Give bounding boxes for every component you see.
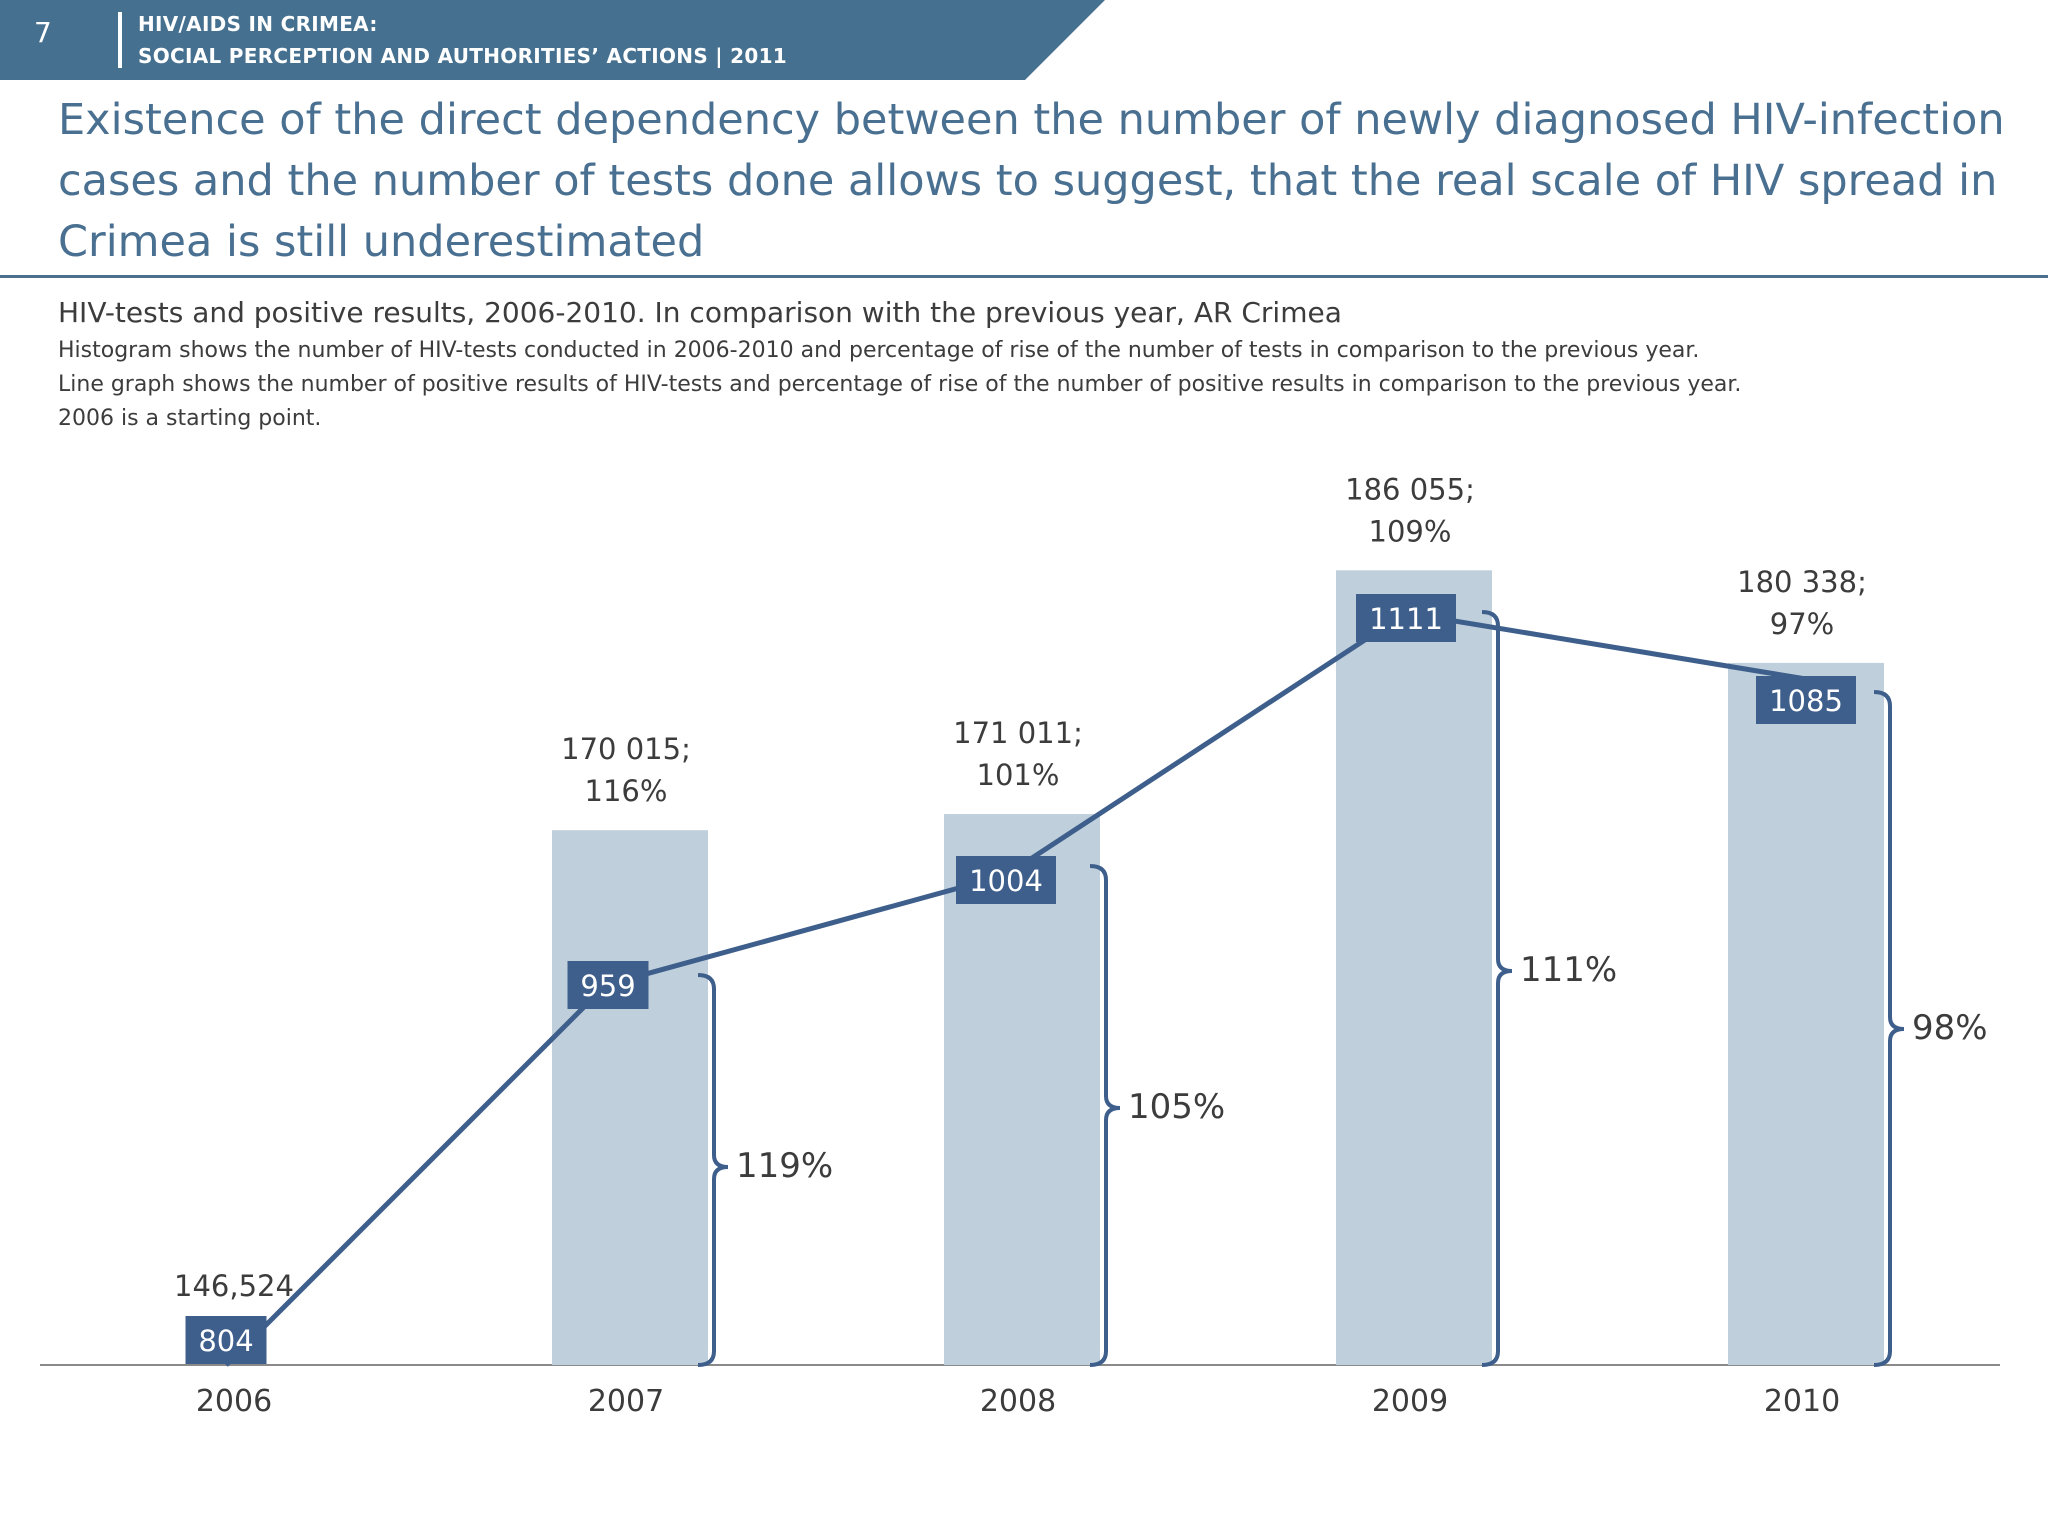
- bar-value-label-2008: 171 011;: [953, 716, 1083, 750]
- chart-note-start: 2006 is a starting point.: [58, 406, 322, 431]
- bar-2010: [1728, 662, 1884, 1365]
- bar-value-label-2006: 146,524: [174, 1269, 294, 1303]
- x-tick-label-2006: 2006: [196, 1384, 272, 1419]
- bracket-label-2010: 98%: [1912, 1008, 1988, 1048]
- line-value-label-2007: 959: [580, 969, 635, 1003]
- bar-growth-label-2008: 101%: [977, 758, 1060, 792]
- chart-note-histogram: Histogram shows the number of HIV-tests …: [58, 338, 1700, 363]
- line-value-label-2008: 1004: [969, 864, 1043, 898]
- bar-2009: [1336, 570, 1492, 1365]
- line-label-box-2007: [567, 961, 649, 1009]
- bar-2007: [552, 830, 708, 1365]
- chart-heading: HIV-tests and positive results, 2006-201…: [58, 296, 1342, 329]
- bracket-2009: [1481, 610, 1513, 1367]
- bar-growth-label-2009: 109%: [1369, 514, 1452, 548]
- x-tick-label-2008: 2008: [980, 1384, 1056, 1419]
- line-value-label-2010: 1085: [1769, 684, 1843, 718]
- bar-value-label-2007: 170 015;: [561, 732, 691, 766]
- bracket-label-2009: 111%: [1520, 950, 1617, 990]
- line-label-box-2008: [956, 856, 1056, 904]
- line-value-label-2009: 1111: [1369, 602, 1443, 636]
- x-tick-label-2007: 2007: [588, 1384, 664, 1419]
- line-label-box-2010: [1756, 676, 1856, 724]
- bar-growth-label-2007: 116%: [585, 774, 668, 808]
- x-tick-label-2010: 2010: [1764, 1384, 1840, 1419]
- header-title-line1: HIV/AIDS IN CRIMEA:: [138, 12, 378, 36]
- header-divider: [118, 12, 122, 68]
- slide-number: 7: [34, 16, 52, 49]
- header-title-line2: SOCIAL PERCEPTION AND AUTHORITIES’ ACTIO…: [138, 44, 788, 68]
- line-value-label-2006: 804: [198, 1324, 253, 1358]
- bracket-2010: [1873, 690, 1905, 1367]
- bracket-2008: [1089, 864, 1121, 1367]
- bracket-2007: [697, 973, 729, 1367]
- line-label-box-2006: [185, 1316, 267, 1364]
- title-divider: [0, 275, 2048, 278]
- chart-note-line: Line graph shows the number of positive …: [58, 372, 1742, 397]
- bracket-label-2007: 119%: [736, 1146, 833, 1186]
- x-tick-label-2009: 2009: [1372, 1384, 1448, 1419]
- header-band: [0, 0, 1105, 80]
- bar-growth-label-2010: 97%: [1770, 607, 1834, 641]
- bar-2008: [944, 814, 1100, 1365]
- line-label-box-2009: [1356, 594, 1456, 642]
- page-title: Existence of the direct dependency betwe…: [58, 95, 2005, 267]
- bracket-label-2008: 105%: [1128, 1087, 1225, 1127]
- bar-value-label-2009: 186 055;: [1345, 472, 1475, 506]
- bar-value-label-2010: 180 338;: [1737, 565, 1867, 599]
